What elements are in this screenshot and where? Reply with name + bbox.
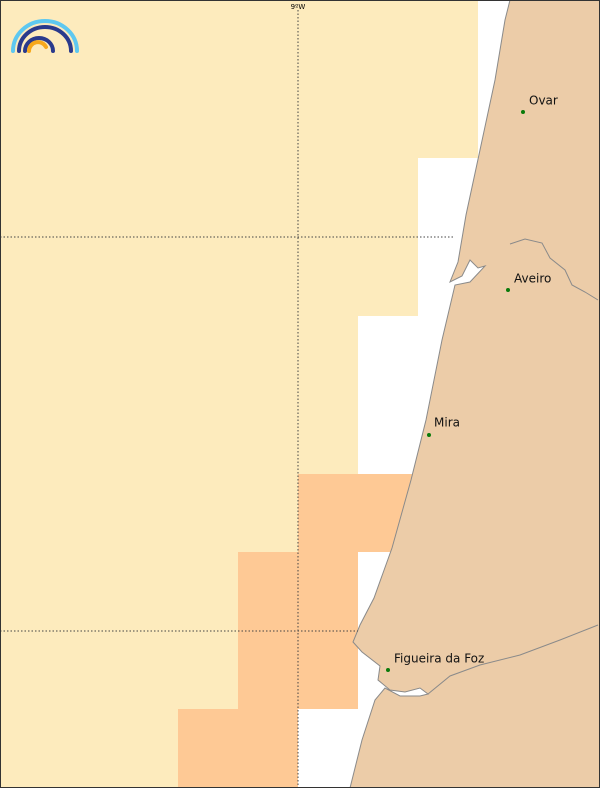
place-dot [386,668,390,672]
zone-low [0,0,478,788]
place-label: Aveiro [514,272,551,286]
logo [11,19,79,53]
place-label: Figueira da Foz [394,652,484,666]
land [349,0,600,788]
place: Ovar [521,94,558,114]
place-dot [506,288,510,292]
river [427,624,599,695]
place-label: Ovar [529,94,558,108]
place-dot [427,433,431,437]
graticule-label: 9ºW [291,3,306,11]
place: Figueira da Foz [386,652,484,672]
river [509,238,599,301]
place: Aveiro [506,272,551,292]
place-dot [521,110,525,114]
place-label: Mira [434,416,460,430]
place: Mira [427,416,460,437]
